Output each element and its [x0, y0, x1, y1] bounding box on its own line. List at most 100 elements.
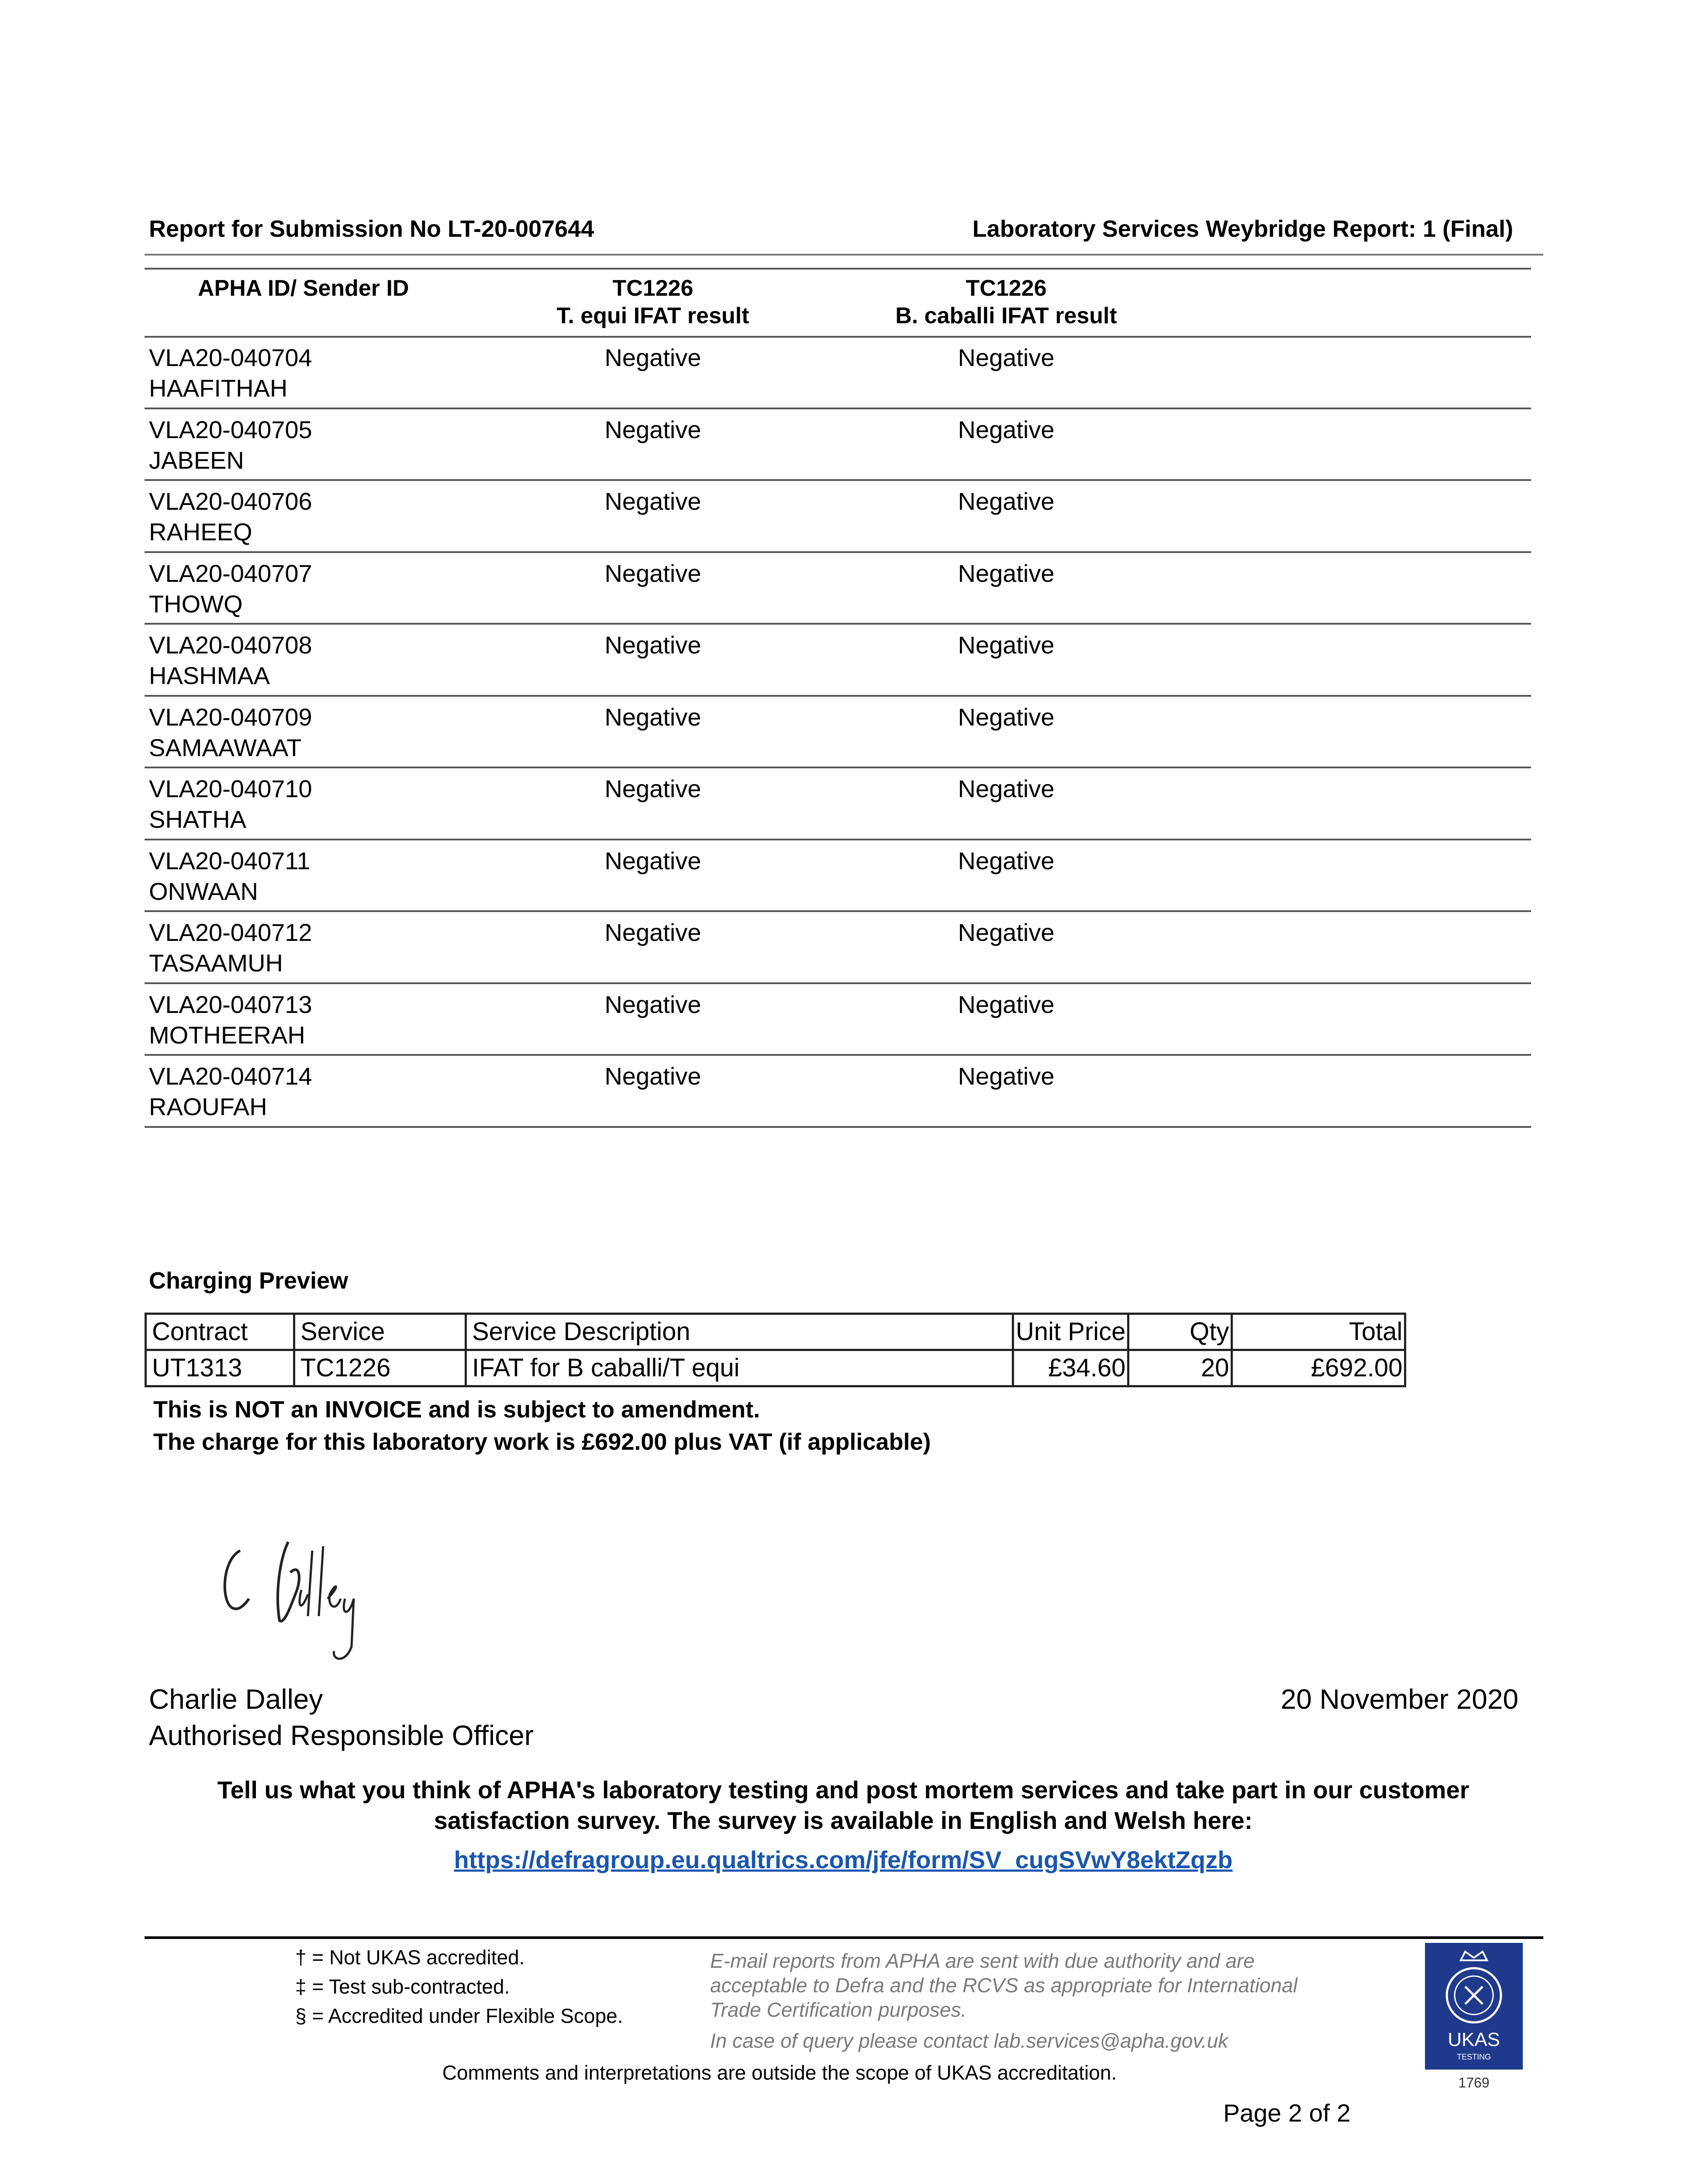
t-equi-result: Negative: [604, 559, 701, 587]
row-divider: [145, 695, 1531, 697]
page-number: Page 2 of 2: [1223, 2099, 1351, 2127]
b-caballi-result: Negative: [958, 703, 1055, 731]
total: £692.00: [1231, 1349, 1407, 1387]
b-caballi-result: Negative: [958, 775, 1055, 802]
charging-row: UT1313 TC1226 IFAT for B caballi/T equi …: [145, 1349, 1407, 1387]
row-divider: [145, 407, 1531, 409]
legend-sub-contracted: ‡ = Test sub-contracted.: [295, 1975, 510, 1998]
row-divider: [145, 551, 1531, 553]
email-note-line2: acceptable to Defra and the RCVS as appr…: [710, 1974, 1298, 1997]
survey-text-line1: Tell us what you think of APHA's laborat…: [217, 1776, 1470, 1804]
b-caballi-result: Negative: [958, 847, 1055, 874]
row-divider: [145, 479, 1531, 481]
email-note: E-mail reports from APHA are sent with d…: [710, 1943, 1297, 2053]
sender-id: RAOUFAH: [149, 1093, 267, 1120]
sender-id: SAMAAWAAT: [149, 733, 302, 761]
t-equi-result: Negative: [604, 344, 701, 371]
header-qty: Qty: [1127, 1313, 1233, 1351]
survey-text-line2: satisfaction survey. The survey is avail…: [434, 1807, 1253, 1834]
sender-id: TASAAMUH: [149, 949, 283, 977]
ukas-number: 1769: [1458, 2075, 1490, 2091]
header-service: Service: [293, 1313, 467, 1351]
t-equi-result: Negative: [604, 919, 701, 946]
b-caballi-result: Negative: [958, 631, 1055, 659]
charging-table: Contract Service Service Description Uni…: [145, 1313, 1407, 1387]
b-caballi-result: Negative: [958, 1062, 1055, 1090]
signatory-role: Authorised Responsible Officer: [149, 1720, 534, 1751]
sender-id: RAHEEQ: [149, 518, 252, 546]
b-caballi-result: Negative: [958, 415, 1055, 443]
survey-link[interactable]: https://defragroup.eu.qualtrics.com/jfe/…: [454, 1846, 1233, 1873]
sample-id: VLA20-040713: [149, 990, 312, 1018]
row-divider: [145, 623, 1531, 625]
contract: UT1313: [145, 1349, 295, 1387]
header-total: Total: [1231, 1313, 1407, 1351]
column-header-t-equi-code: TC1226: [612, 276, 693, 301]
t-equi-result: Negative: [604, 703, 701, 731]
sample-id: VLA20-040710: [149, 775, 312, 802]
sender-id: SHATHA: [149, 805, 246, 833]
survey-section: Tell us what you think of APHA's laborat…: [57, 1775, 1629, 1875]
column-header-b-caballi: B. caballi IFAT result: [895, 303, 1117, 328]
report-date: 20 November 2020: [1280, 1683, 1518, 1715]
b-caballi-result: Negative: [958, 559, 1055, 587]
column-header-b-caballi-code: TC1226: [966, 276, 1047, 301]
t-equi-result: Negative: [604, 847, 701, 874]
column-header-t-equi: T. equi IFAT result: [556, 303, 749, 328]
charging-header-row: Contract Service Service Description Uni…: [145, 1313, 1407, 1351]
service-description: IFAT for B caballi/T equi: [465, 1349, 1014, 1387]
sender-id: JABEEN: [149, 446, 244, 474]
divider: [145, 336, 1531, 338]
unit-price: £34.60: [1011, 1349, 1130, 1387]
sample-id: VLA20-040711: [149, 847, 310, 874]
report-title: Laboratory Services Weybridge Report: 1 …: [972, 216, 1513, 242]
divider: [145, 254, 1543, 256]
sample-id: VLA20-040708: [149, 631, 312, 659]
header-unit-price: Unit Price: [1011, 1313, 1130, 1351]
survey-link-wrap: https://defragroup.eu.qualtrics.com/jfe/…: [57, 1845, 1629, 1875]
sender-id: HAAFITHAH: [149, 374, 288, 402]
row-divider: [145, 767, 1531, 768]
contact-note: In case of query please contact lab.serv…: [710, 2029, 1228, 2052]
sample-id: VLA20-040707: [149, 559, 312, 587]
signatory-name: Charlie Dalley: [149, 1683, 323, 1715]
t-equi-result: Negative: [604, 487, 701, 515]
crown-icon: [1446, 1950, 1502, 2024]
column-header-id: APHA ID/ Sender ID: [198, 276, 409, 301]
row-divider: [145, 1126, 1531, 1128]
t-equi-result: Negative: [604, 775, 701, 802]
accreditation-legend: † = Not UKAS accredited. ‡ = Test sub-co…: [295, 1943, 675, 2031]
footer-row: † = Not UKAS accredited. ‡ = Test sub-co…: [295, 1943, 1523, 2090]
charge-note: The charge for this laboratory work is £…: [153, 1429, 931, 1455]
ukas-logo-text: UKAS: [1448, 2029, 1500, 2050]
t-equi-result: Negative: [604, 1062, 701, 1090]
legend-flexible-scope: § = Accredited under Flexible Scope.: [295, 2004, 623, 2027]
header-contract: Contract: [145, 1313, 295, 1351]
not-invoice-note: This is NOT an INVOICE and is subject to…: [153, 1396, 760, 1423]
b-caballi-result: Negative: [958, 919, 1055, 946]
sender-id: MOTHEERAH: [149, 1021, 305, 1049]
ukas-logo-sub: TESTING: [1456, 2053, 1491, 2061]
email-note-line1: E-mail reports from APHA are sent with d…: [710, 1949, 1255, 1972]
sample-id: VLA20-040712: [149, 919, 312, 946]
b-caballi-result: Negative: [958, 344, 1055, 371]
ukas-logo-block: UKAS TESTING 1769: [1425, 1943, 1523, 2090]
ukas-comments-note: Comments and interpretations are outside…: [442, 2061, 1117, 2084]
row-divider: [145, 1054, 1531, 1056]
charging-preview-title: Charging Preview: [149, 1268, 348, 1294]
t-equi-result: Negative: [604, 631, 701, 659]
row-divider: [145, 982, 1531, 984]
b-caballi-result: Negative: [958, 487, 1055, 515]
sender-id: HASHMAA: [149, 662, 270, 689]
t-equi-result: Negative: [604, 415, 701, 443]
sample-id: VLA20-040706: [149, 487, 312, 515]
signature-image: [223, 1541, 355, 1660]
sample-id: VLA20-040705: [149, 415, 312, 443]
sender-id: ONWAAN: [149, 877, 258, 905]
submission-number: Report for Submission No LT-20-007644: [149, 216, 594, 242]
divider: [145, 268, 1531, 270]
sample-id: VLA20-040704: [149, 344, 312, 371]
sample-id: VLA20-040709: [149, 703, 312, 731]
email-note-line3: Trade Certification purposes.: [710, 1998, 967, 2021]
signatory-row: Charlie Dalley 20 November 2020: [149, 1685, 1518, 1713]
